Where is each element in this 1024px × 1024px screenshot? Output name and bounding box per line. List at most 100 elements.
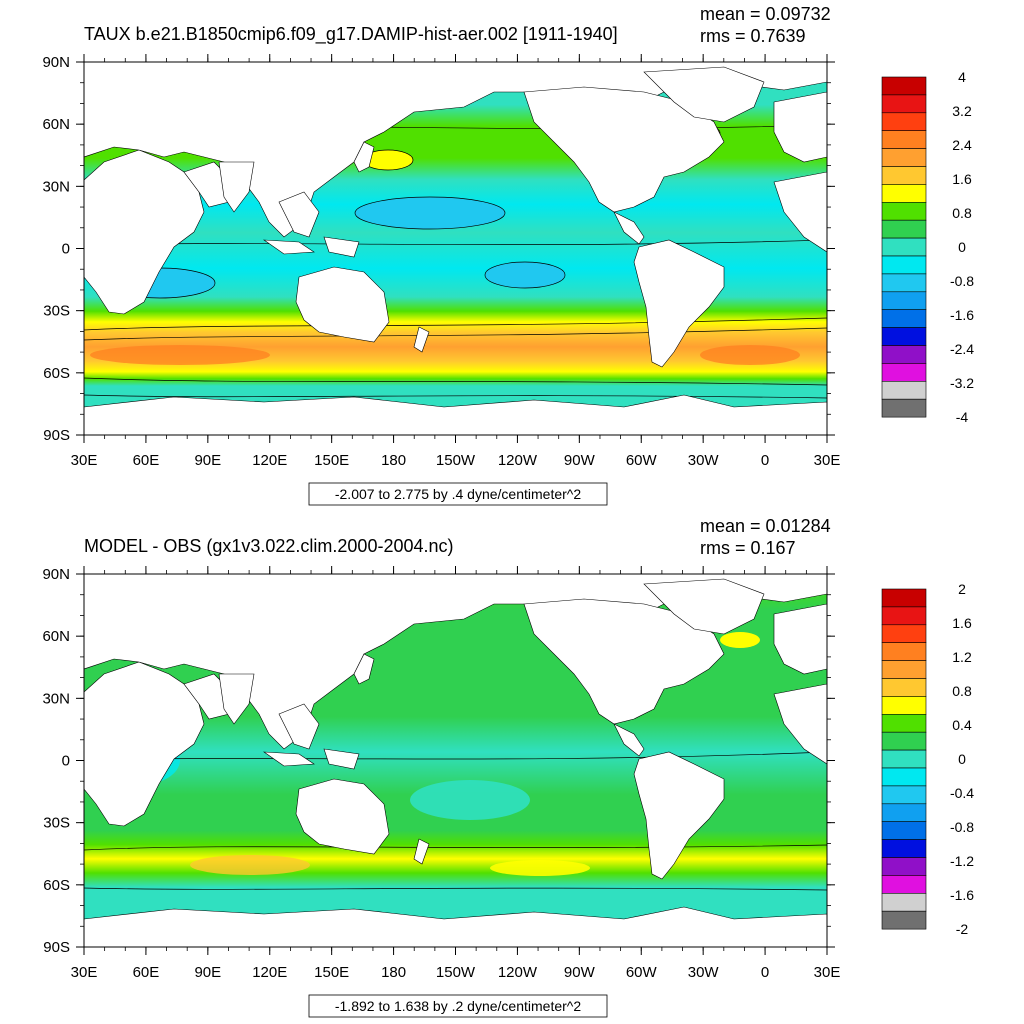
panel-2-so-max-b [490, 860, 590, 876]
colorbar-label: -2 [956, 921, 969, 937]
panel-1-pacific-trade-min [354, 196, 506, 230]
colorbar-label: 0.4 [952, 717, 972, 733]
colorbar-swatch [881, 184, 927, 203]
colorbar-label: 1.2 [952, 649, 972, 665]
x-tick-label: 30E [814, 964, 841, 981]
colorbar-label: 1.6 [952, 615, 972, 631]
x-tick-label: 180 [381, 452, 406, 469]
panel-2-ticks: 30E 60E 90E 120E 150E 180 150W 120W 90W 60W 30W 0 30… [42, 566, 840, 981]
x-tick-label: 150W [436, 452, 476, 469]
colorbar-label: 0 [958, 239, 966, 255]
y-tick-label: 90N [42, 566, 70, 583]
y-tick-label: 90S [43, 427, 70, 444]
panel-1-so-max-b [700, 345, 800, 365]
x-tick-label: 120W [498, 964, 538, 981]
y-tick-label: 30S [43, 815, 70, 832]
x-tick-label: 120W [498, 452, 538, 469]
panel-1-ticks: 30E 60E 90E 120E 150E 180 150W 120W 90W 60W 30W 0 30… [42, 54, 840, 469]
colorbar-swatch [881, 273, 927, 293]
panel-2-north-atlantic-max [720, 632, 760, 648]
y-tick-label: 0 [62, 753, 70, 770]
x-tick-label: 120E [252, 452, 287, 469]
colorbar-label: 0 [958, 751, 966, 767]
x-tick-label: 90W [564, 452, 596, 469]
y-tick-label: 60N [42, 116, 70, 133]
panel-1-mean: mean = 0.09732 [700, 4, 831, 24]
colorbar-label: -1.6 [950, 307, 974, 323]
colorbar-swatch [881, 309, 927, 328]
colorbar-swatch [881, 148, 927, 167]
panel-1-south-pacific-min [484, 261, 566, 289]
panel-2-so-max-a [190, 855, 310, 875]
x-tick-label: 0 [761, 452, 769, 469]
panel-1-map [84, 62, 827, 435]
colorbar-swatch [881, 642, 927, 661]
colorbar-label: 2 [958, 581, 966, 597]
x-tick-label: 30E [71, 964, 98, 981]
x-tick-label: 150E [314, 452, 349, 469]
colorbar-label: 3.2 [952, 103, 972, 119]
panel-2-info-text: -1.892 to 1.638 by .2 dyne/centimeter^2 [335, 998, 581, 1014]
y-tick-label: 60S [43, 365, 70, 382]
panel-1-info-box [308, 482, 608, 506]
panel-2: MODEL - OBS (gx1v3.022.clim.2000-2004.nc… [42, 516, 974, 1018]
x-tick-label: 30W [688, 452, 720, 469]
colorbar-swatch [881, 767, 927, 787]
colorbar-swatch [881, 94, 927, 114]
colorbar-swatch [881, 363, 927, 382]
colorbar-label: 0.8 [952, 683, 972, 699]
y-tick-label: 0 [62, 241, 70, 258]
colorbar-swatch [881, 588, 927, 608]
x-tick-label: 60E [133, 452, 160, 469]
colorbar-swatch [881, 291, 927, 310]
y-tick-label: 60N [42, 628, 70, 645]
colorbar-label: -0.8 [950, 273, 974, 289]
x-tick-label: 60W [626, 964, 658, 981]
x-tick-label: 60E [133, 964, 160, 981]
y-tick-label: 90N [42, 54, 70, 71]
colorbar-swatch [881, 237, 927, 257]
panel-1: TAUX b.e21.B1850cmip6.f09_g17.DAMIP-hist… [42, 4, 974, 506]
panel-2-mean: mean = 0.01284 [700, 516, 831, 536]
colorbar-swatch [881, 892, 927, 912]
colorbar-swatch [881, 606, 927, 626]
colorbar-swatch [881, 345, 927, 364]
colorbar-swatch [881, 678, 927, 697]
colorbar-label: -4 [956, 409, 969, 425]
panel-2-colorbar: 2 1.6 1.2 0.8 0.4 0 -0.4 -0.8 -1.2 -1.6 -2 [881, 581, 974, 937]
panel-1-title: TAUX b.e21.B1850cmip6.f09_g17.DAMIP-hist… [84, 24, 618, 45]
colorbar-label: -2.4 [950, 341, 974, 357]
colorbar-label: -0.4 [950, 785, 974, 801]
colorbar-swatch [881, 803, 927, 822]
x-tick-label: 120E [252, 964, 287, 981]
y-tick-label: 30N [42, 690, 70, 707]
colorbar-swatch [881, 785, 927, 805]
x-tick-label: 180 [381, 964, 406, 981]
colorbar-swatch [881, 857, 927, 876]
panel-2-info-box [308, 994, 608, 1018]
panel-2-rms: rms = 0.167 [700, 538, 796, 558]
x-tick-label: 0 [761, 964, 769, 981]
panel-1-info-text: -2.007 to 2.775 by .4 dyne/centimeter^2 [335, 486, 581, 502]
colorbar-swatch [881, 731, 927, 751]
colorbar-label: 1.6 [952, 171, 972, 187]
colorbar-swatch [881, 910, 927, 930]
panel-2-map [84, 574, 827, 947]
y-tick-label: 60S [43, 877, 70, 894]
x-tick-label: 90W [564, 964, 596, 981]
panel-1-so-max-a [90, 345, 270, 365]
colorbar-label: 2.4 [952, 137, 972, 153]
panel-1-rms: rms = 0.7639 [700, 26, 806, 46]
x-tick-label: 30W [688, 964, 720, 981]
colorbar-swatch [881, 380, 927, 400]
x-tick-label: 90E [194, 452, 221, 469]
colorbar-swatch [881, 130, 927, 149]
colorbar-swatch [881, 821, 927, 840]
colorbar-swatch [881, 219, 927, 239]
colorbar-swatch [881, 875, 927, 894]
y-tick-label: 30S [43, 303, 70, 320]
colorbar-swatch [881, 749, 927, 769]
colorbar-swatch [881, 76, 927, 96]
colorbar-label: 0.8 [952, 205, 972, 221]
